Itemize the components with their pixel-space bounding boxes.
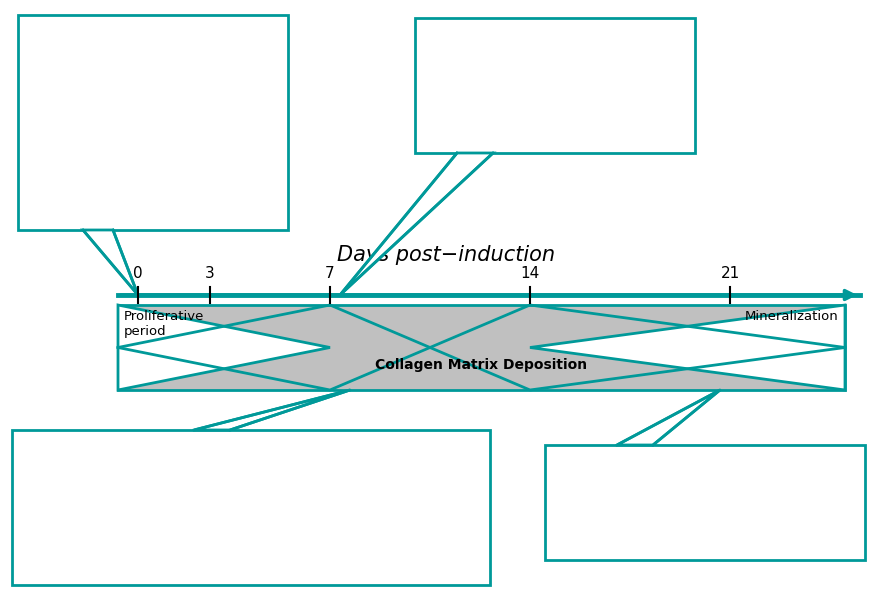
- Polygon shape: [340, 153, 493, 295]
- Text: 21: 21: [721, 266, 739, 281]
- Text: Proliferative
period: Proliferative period: [124, 310, 204, 338]
- Text: 3. 세포 증식능: 3. 세포 증식능: [429, 36, 506, 54]
- Text: －Real time PCR（collagen type I, osteocalcin）: －Real time PCR（collagen type I, osteocal…: [26, 551, 339, 565]
- Text: Days post−induction: Days post−induction: [337, 245, 555, 265]
- Text: －crystal violet assay: －crystal violet assay: [32, 175, 168, 188]
- Polygon shape: [617, 390, 720, 445]
- Bar: [545, 445, 865, 560]
- Bar: [18, 15, 288, 230]
- Text: 2. 세포 부착능: 2. 세포 부착능: [32, 140, 102, 155]
- Text: Collagen Matrix Deposition: Collagen Matrix Deposition: [376, 358, 588, 373]
- Text: 1.  세포돉성: 1. 세포돉성: [32, 35, 93, 50]
- Polygon shape: [83, 230, 138, 295]
- Polygon shape: [194, 390, 350, 430]
- Text: Mineralization: Mineralization: [745, 310, 839, 323]
- Text: －XTT assay: －XTT assay: [429, 86, 516, 101]
- Text: 3: 3: [205, 266, 215, 281]
- Text: －Alizarin red assay: －Alizarin red assay: [559, 507, 704, 522]
- Bar: [12, 430, 490, 585]
- Text: 5. 분화능（말기）: 5. 분화능（말기）: [559, 459, 647, 474]
- Text: －Alkaline phosphatase activity: －Alkaline phosphatase activity: [26, 482, 239, 496]
- Text: －L929세포 종 단백질양 측정: －L929세포 종 단백질양 측정: [32, 95, 150, 108]
- Text: （ISO10993−5）: （ISO10993−5）: [50, 67, 145, 80]
- Text: ）: ）: [278, 516, 286, 530]
- Bar: [118, 305, 845, 390]
- Text: 14: 14: [520, 266, 540, 281]
- Text: 0: 0: [133, 266, 143, 281]
- Text: ELISA assay: ELISA assay: [202, 516, 285, 530]
- Text: －osteocalcin production（: －osteocalcin production（: [26, 516, 201, 530]
- Polygon shape: [530, 305, 845, 390]
- Text: 4.  분화능（중기）: 4. 분화능（중기）: [26, 444, 114, 459]
- Text: 7: 7: [326, 266, 334, 281]
- Bar: [415, 18, 695, 153]
- Polygon shape: [118, 305, 330, 390]
